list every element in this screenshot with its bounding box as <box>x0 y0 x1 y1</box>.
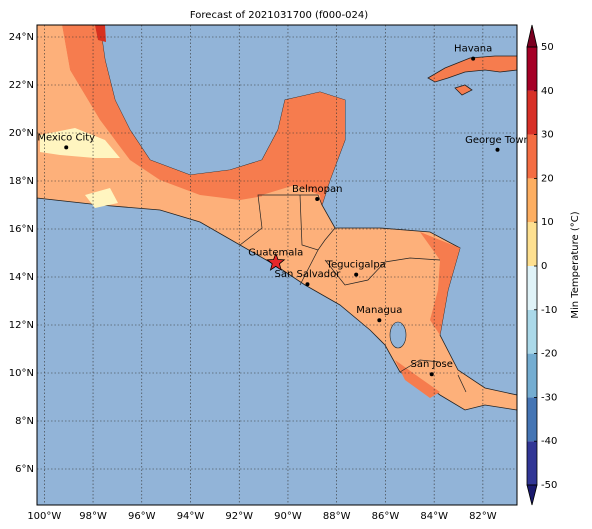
city-marker <box>354 272 359 277</box>
lat-tick-label: 12°N <box>9 320 34 331</box>
city-label: George Town <box>465 135 530 146</box>
lat-tick-label: 24°N <box>9 32 34 43</box>
colorbar-segment <box>527 353 537 398</box>
lon-tick-label: 94°W <box>177 511 205 522</box>
city-label: San Salvador <box>275 269 342 280</box>
colorbar-tick-label: -30 <box>541 392 557 403</box>
colorbar-tick-label: 40 <box>541 86 554 97</box>
cities: Havana Mexico City George Town Belmopan Guat… <box>37 44 530 377</box>
colorbar-tick-label: 50 <box>541 42 554 53</box>
lon-tick-label: 92°W <box>225 511 253 522</box>
city-label: Belmopan <box>292 184 342 195</box>
country-border <box>299 249 319 286</box>
lon-tick-label: 98°W <box>79 511 107 522</box>
lat-tick-label: 8°N <box>15 416 34 427</box>
lat-tick-label: 14°N <box>9 272 34 283</box>
city-label: Mexico City <box>37 132 95 143</box>
land-hot-area <box>95 25 106 42</box>
map-panel <box>36 24 518 505</box>
land-warm-area <box>395 360 440 398</box>
grid <box>37 25 517 505</box>
city-label: San Jose <box>411 359 453 370</box>
city-marker <box>64 145 69 150</box>
colorbar-tick-label: -10 <box>541 305 557 316</box>
city-marker <box>495 147 500 152</box>
lon-tick-label: 88°W <box>323 511 351 522</box>
lat-tick-label: 6°N <box>15 464 34 475</box>
city-marker <box>305 282 310 287</box>
colorbar-label: Min Temperature (°C) <box>570 211 581 318</box>
city-marker <box>429 372 434 377</box>
colorbar-segment <box>527 178 537 223</box>
lat-tick-label: 22°N <box>9 80 34 91</box>
country-border <box>457 374 467 393</box>
country-border <box>324 257 441 286</box>
colorbar-segment <box>527 90 537 135</box>
lat-tick-label: 16°N <box>9 224 34 235</box>
colorbar-segment <box>527 266 537 310</box>
land-jamaica <box>454 84 473 96</box>
colorbar-tick-label: 30 <box>541 130 554 141</box>
lon-tick-label: 90°W <box>274 511 302 522</box>
city-label: Guatemala <box>248 248 303 259</box>
city-label: Havana <box>454 44 492 55</box>
colorbar-tick-label: -20 <box>541 349 557 360</box>
colorbar-tick-label: 10 <box>541 217 554 228</box>
colorbar-tick-label: 20 <box>541 173 554 184</box>
colorbar-over <box>526 24 538 48</box>
country-border <box>399 359 441 373</box>
colorbar-segment <box>527 397 537 442</box>
lat-tick-label: 18°N <box>9 176 34 187</box>
city-marker <box>377 318 382 323</box>
lat-tick-label: 20°N <box>9 128 34 139</box>
colorbar-tick-label: 0 <box>541 261 547 272</box>
map-title: Forecast of 2021031700 (f000-024) <box>190 10 368 21</box>
colorbar-tick-label: -40 <box>541 436 557 447</box>
colorbar-tick-label: -50 <box>541 480 557 491</box>
lon-tick-label: 100°W <box>27 511 61 522</box>
city-label: Tegucigalpa <box>326 260 386 271</box>
city-label: Managua <box>356 305 402 316</box>
lon-tick-label: 86°W <box>372 511 400 522</box>
colorbar-under <box>526 484 538 506</box>
colorbar-segment <box>527 47 537 91</box>
colorbar-segment <box>527 441 537 485</box>
lon-tick-label: 84°W <box>420 511 448 522</box>
colorbar: -50 -40 -30 -20 -10 0 10 20 30 40 50 <box>526 24 557 506</box>
land-cuba <box>427 55 518 83</box>
land-warm-area <box>62 25 345 205</box>
colorbar-segment <box>527 134 537 179</box>
map-frame <box>36 24 518 506</box>
lon-tick-label: 82°W <box>469 511 497 522</box>
country-border <box>239 194 323 246</box>
city-marker <box>266 252 286 271</box>
land-warm-area <box>420 232 460 335</box>
lake-nicaragua <box>389 321 407 349</box>
city-marker <box>471 56 476 61</box>
colorbar-segment <box>527 309 537 354</box>
lat-tick-label: 10°N <box>9 368 34 379</box>
city-marker <box>315 197 320 201</box>
colorbar-segment <box>527 222 537 266</box>
land-cool-area <box>40 128 120 158</box>
axes: 6°N 8°N 10°N 12°N 14°N 16°N 18°N 20°N 22°N 24°N 10… <box>9 32 497 522</box>
lon-tick-label: 96°W <box>128 511 156 522</box>
